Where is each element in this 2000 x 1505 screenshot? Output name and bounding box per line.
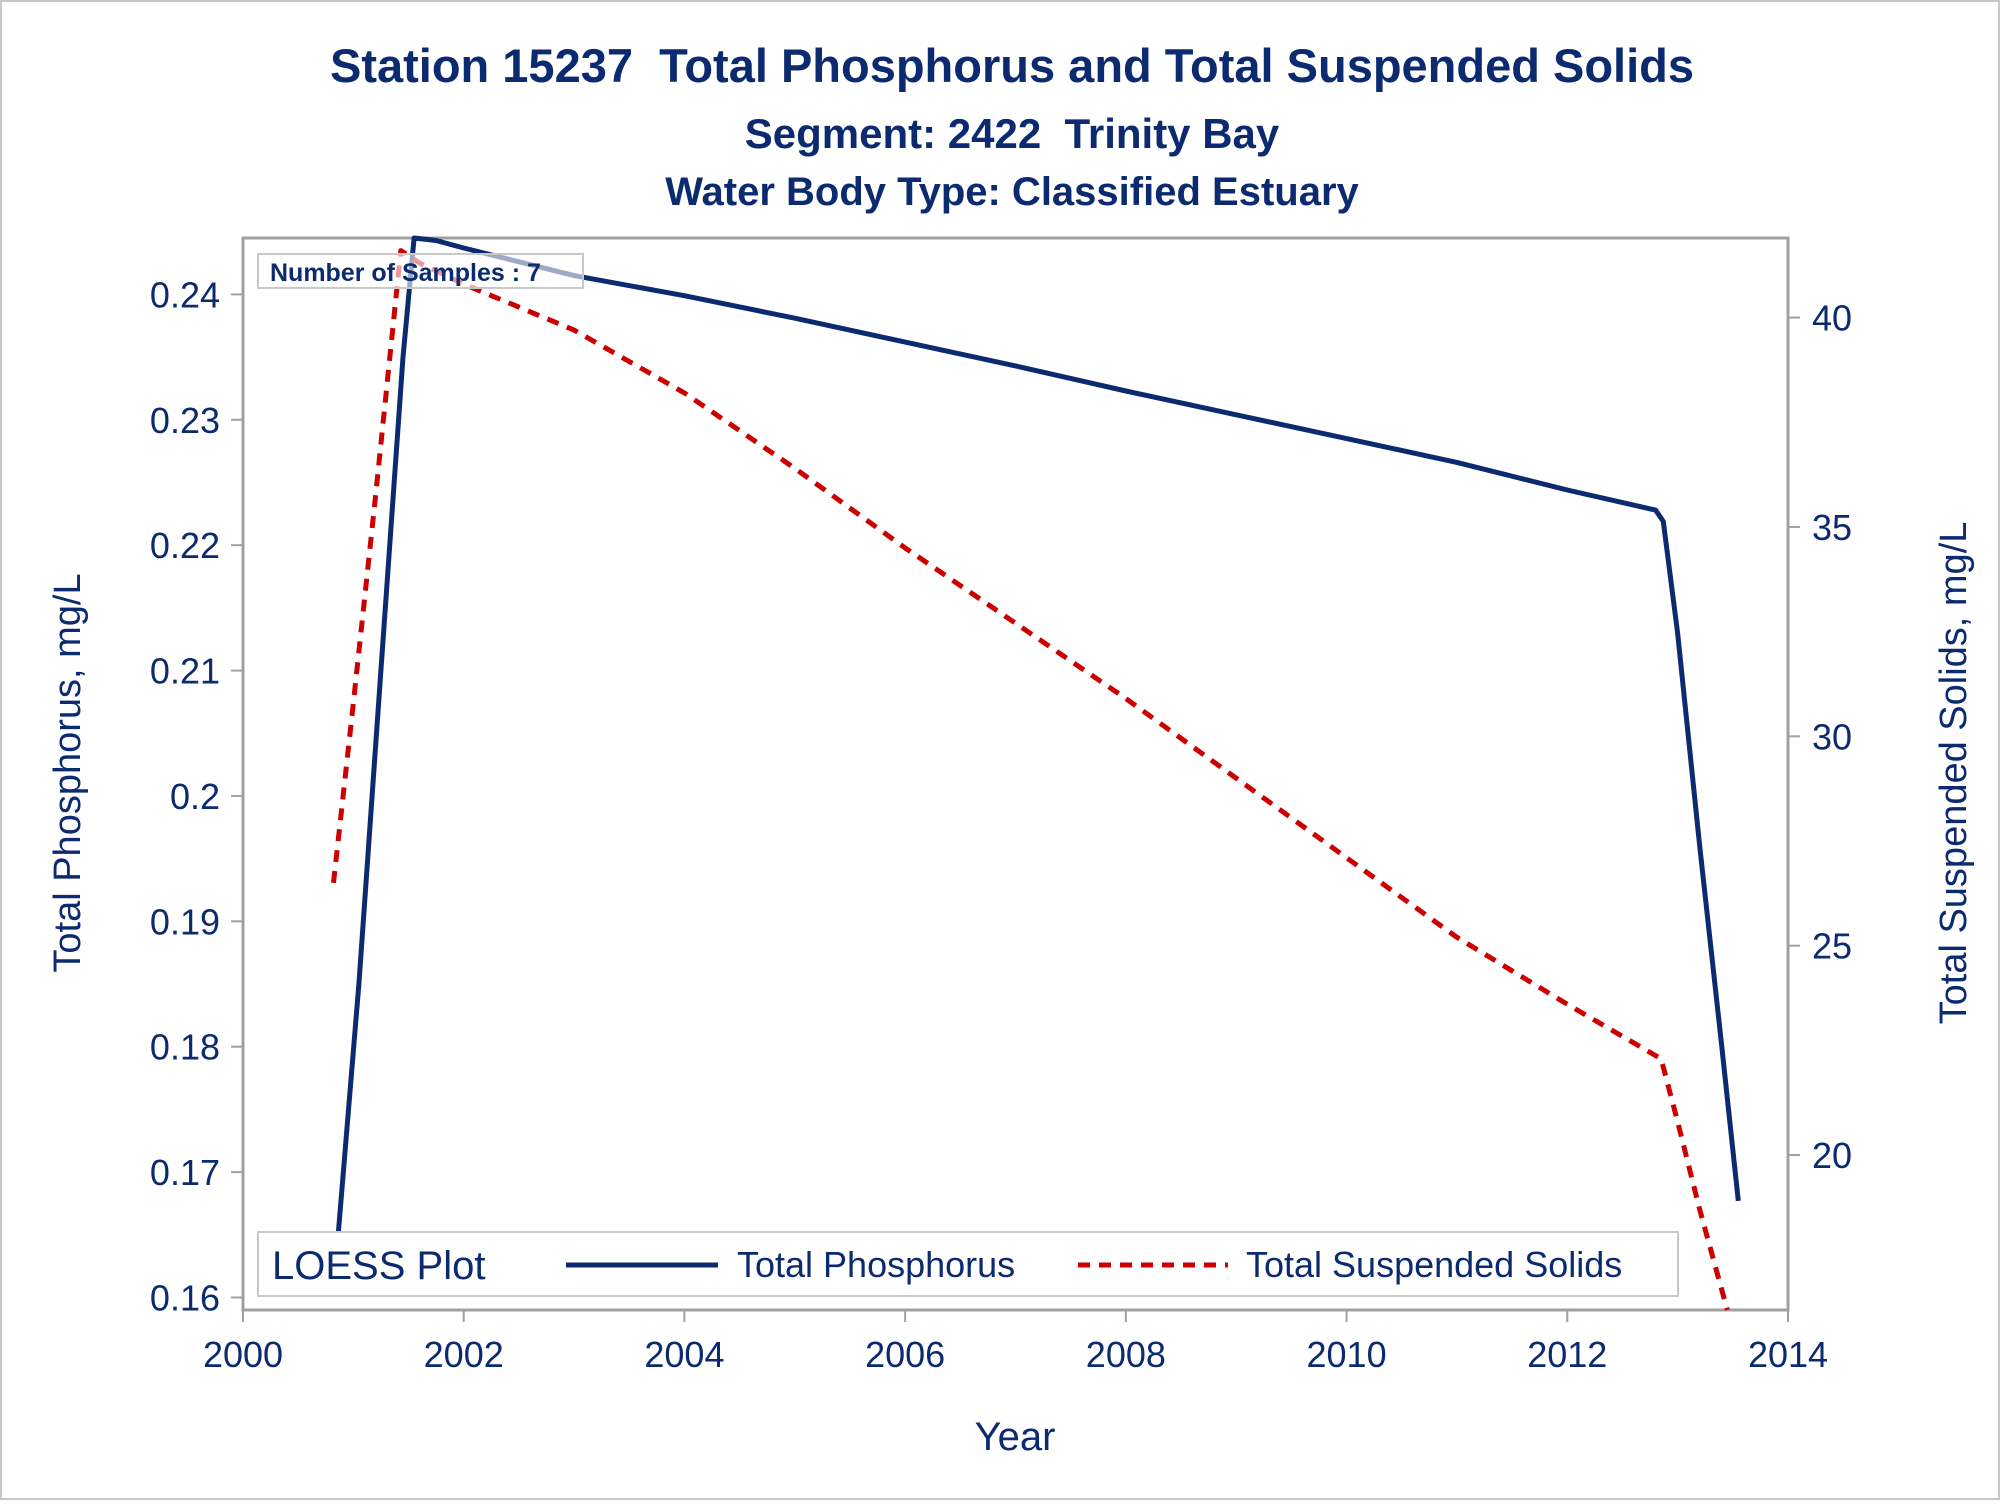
- y-right-tick-label: 25: [1812, 926, 1852, 967]
- series-line-total-suspended-solids: [331, 248, 1730, 1311]
- y-axis-right: 20 25 30 35 40: [1788, 298, 1852, 1176]
- y-left-tick-label: 0.17: [150, 1152, 220, 1193]
- y-right-tick-label: 40: [1812, 298, 1852, 339]
- sample-count-box: [257, 253, 584, 289]
- legend-label-solids: Total Suspended Solids: [1246, 1244, 1622, 1285]
- sample-count-inset: Number of Samples : 7: [257, 253, 584, 289]
- legend-label-phosphorus: Total Phosphorus: [737, 1244, 1015, 1285]
- y-right-tick-label: 35: [1812, 507, 1852, 548]
- x-tick-label: 2002: [424, 1334, 504, 1375]
- y-axis-right-label: Total Suspended Solids, mg/L: [1933, 522, 1975, 1025]
- y-axis-left: 0.16 0.17 0.18 0.19 0.2 0.21 0.22 0.23 0.24: [150, 274, 243, 1318]
- x-axis: 2000 2002 2004 2006 2008 2010 2012 2014: [203, 1310, 1828, 1375]
- chart-subtitle-2: Water Body Type: Classified Estuary: [665, 170, 1359, 214]
- y-left-tick-label: 0.21: [150, 651, 220, 692]
- legend-box: [257, 1231, 1679, 1297]
- y-right-tick-label: 20: [1812, 1135, 1852, 1176]
- y-axis-left-label: Total Phosphorus, mg/L: [47, 573, 89, 972]
- y-left-tick-label: 0.16: [150, 1277, 220, 1318]
- x-tick-label: 2014: [1748, 1334, 1828, 1375]
- x-axis-label: Year: [975, 1415, 1056, 1459]
- y-left-tick-label: 0.18: [150, 1027, 220, 1068]
- y-left-tick-label: 0.24: [150, 274, 220, 315]
- y-left-tick-label: 0.19: [150, 901, 220, 942]
- y-left-tick-label: 0.2: [170, 776, 220, 817]
- x-tick-label: 2006: [865, 1334, 945, 1375]
- x-tick-label: 2004: [644, 1334, 724, 1375]
- x-tick-label: 2010: [1307, 1334, 1387, 1375]
- x-tick-label: 2000: [203, 1334, 283, 1375]
- x-tick-label: 2012: [1527, 1334, 1607, 1375]
- y-left-tick-label: 0.23: [150, 400, 220, 441]
- chart-subtitle: Segment: 2422 Trinity Bay: [745, 110, 1280, 157]
- y-right-tick-label: 30: [1812, 716, 1852, 757]
- y-left-tick-label: 0.22: [150, 525, 220, 566]
- legend: LOESS Plot Total Phosphorus Total Suspen…: [257, 1231, 1679, 1297]
- sample-count-label: Number of Samples : 7: [270, 259, 541, 287]
- legend-title: LOESS Plot: [272, 1244, 485, 1288]
- chart-title: Station 15237 Total Phosphorus and Total…: [330, 39, 1694, 92]
- x-tick-label: 2008: [1086, 1334, 1166, 1375]
- plot-area-frame: [241, 236, 1790, 1312]
